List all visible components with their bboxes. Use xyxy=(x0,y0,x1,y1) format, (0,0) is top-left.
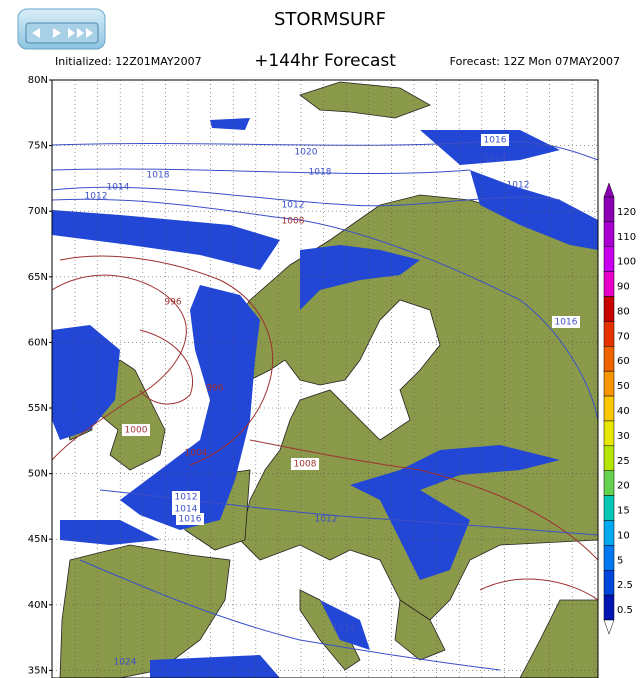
label-box xyxy=(172,503,200,515)
initialized: Initialized: 12Z01MAY2007 xyxy=(55,55,202,68)
colorbar-label: 15 xyxy=(617,506,630,517)
colorbar-segment xyxy=(603,346,615,372)
label-box xyxy=(291,458,319,470)
isobar-label: 1012 xyxy=(85,192,108,202)
latitude-label: 80N xyxy=(28,75,48,86)
latitude-labels: 80N 75N 70N 65N 60N 55N 50N 45N 40N 35N xyxy=(28,75,52,676)
forecast-hours: +144hr Forecast xyxy=(254,51,396,71)
isobar-label: 1014 xyxy=(107,183,130,193)
colorbar-segment xyxy=(603,569,615,596)
latitude-label: 45N xyxy=(28,534,48,545)
colorbar-segment xyxy=(603,395,615,422)
latitude-label: 35N xyxy=(28,665,48,676)
isobar-label: 1014 xyxy=(333,624,356,634)
colorbar-label: 40 xyxy=(617,406,630,417)
colorbar-label: 0.5 xyxy=(617,605,633,616)
colorbar-label: 10 xyxy=(617,530,630,541)
label-box xyxy=(552,316,580,328)
colorbar-label: 20 xyxy=(617,481,630,492)
isobar-label: 1014 xyxy=(484,154,507,164)
isobar-label: 1012 xyxy=(315,515,338,525)
isobar-label: 1024 xyxy=(114,658,137,668)
colorbar-segment xyxy=(603,196,615,223)
colorbar-segment xyxy=(603,545,615,571)
nav-strip xyxy=(25,22,99,44)
colorbar-segment xyxy=(603,296,615,322)
colorbar: 120 110 100 90 80 70 60 50 40 30 25 20 15 10 5 2.5 0.5 xyxy=(603,182,636,635)
title: STORMSURF xyxy=(274,9,386,30)
map-frame xyxy=(51,79,599,678)
colorbar-segment xyxy=(603,321,615,347)
valid-time: Forecast: 12Z Mon 07MAY2007 xyxy=(450,55,620,68)
latitude-label: 50N xyxy=(28,469,48,480)
latitude-label: 55N xyxy=(28,403,48,414)
graticule xyxy=(52,80,598,678)
colorbar-label: 110 xyxy=(617,232,636,243)
nav-buttons[interactable] xyxy=(17,8,106,50)
colorbar-label: 120 xyxy=(617,207,636,218)
colorbar-segment xyxy=(603,271,615,297)
latitude-label: 75N xyxy=(28,141,48,152)
isobar-label: 1012 xyxy=(507,181,530,191)
isobar-label: 996 xyxy=(164,298,181,308)
colorbar-label: 5 xyxy=(617,555,623,566)
colorbar-segment xyxy=(603,520,615,546)
label-box xyxy=(172,491,200,503)
isobar-label: 1008 xyxy=(294,460,317,470)
label-box xyxy=(176,513,204,525)
isobar-label: 1016 xyxy=(179,515,202,525)
colorbar-label: 25 xyxy=(617,456,630,467)
colorbar-label: 80 xyxy=(617,306,630,317)
colorbar-bottom xyxy=(603,619,615,635)
latitude-label: 40N xyxy=(28,600,48,611)
isobar-label: 1004 xyxy=(185,449,208,459)
colorbar-label: 70 xyxy=(617,331,630,342)
isobar-label: 1018 xyxy=(309,168,332,178)
colorbar-label: 60 xyxy=(617,356,630,367)
latitude-label: 65N xyxy=(28,272,48,283)
isobar-label: 1012 xyxy=(282,201,305,211)
colorbar-label: 100 xyxy=(617,257,636,268)
label-box xyxy=(481,134,509,146)
isobar-label: 1012 xyxy=(175,493,198,503)
isobar-label: 1016 xyxy=(555,318,578,328)
latitude-label: 60N xyxy=(28,337,48,348)
isobar-label: 1016 xyxy=(484,136,507,146)
colorbar-label: 50 xyxy=(617,381,630,392)
colorbar-segment xyxy=(603,594,615,621)
colorbar-segment xyxy=(603,246,615,272)
latitude-label: 70N xyxy=(28,206,48,217)
colorbar-segment xyxy=(603,445,615,471)
isobar-label: 1008 xyxy=(282,217,305,227)
nav-arrows[interactable] xyxy=(32,28,93,38)
isobar-label: 996 xyxy=(206,384,223,394)
colorbar-label: 90 xyxy=(617,282,630,293)
isobar-label: 1018 xyxy=(147,171,170,181)
precip xyxy=(52,118,598,678)
colorbar-top xyxy=(603,182,615,198)
colorbar-label: 2.5 xyxy=(617,580,633,591)
isobar-label: 1014 xyxy=(175,505,198,515)
colorbar-label: 30 xyxy=(617,431,630,442)
colorbar-segment xyxy=(603,495,615,521)
isobar-label: 1020 xyxy=(295,148,318,158)
colorbar-segment xyxy=(603,370,615,397)
label-box xyxy=(122,424,150,436)
colorbar-segment xyxy=(603,470,615,496)
colorbar-segment xyxy=(603,420,615,447)
isobar-label: 1000 xyxy=(125,426,148,436)
colorbar-segment xyxy=(603,221,615,248)
